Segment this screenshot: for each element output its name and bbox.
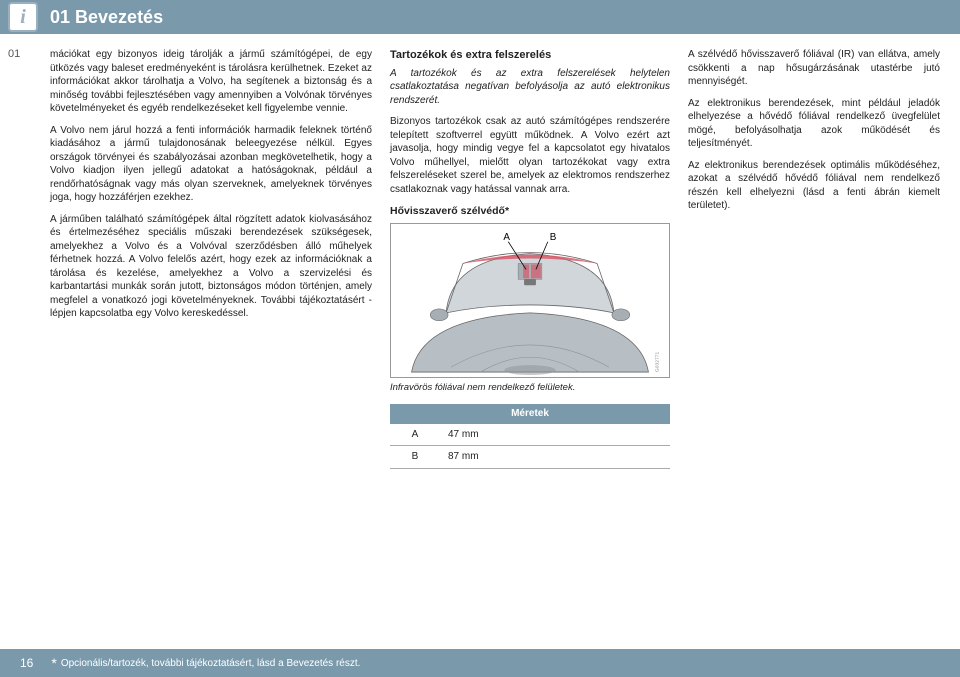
dimensions-header: Méretek [390,404,670,424]
dim-key: B [390,446,440,469]
paragraph: Az elektronikus berendezések, mint példá… [688,97,940,151]
page-header: 01 Bevezetés [0,0,960,34]
chapter-number: 01 [8,48,20,60]
footer-note: Opcionális/tartozék, további tájékoztatá… [61,658,361,669]
paragraph: A Volvo nem járul hozzá a fenti informác… [50,124,372,205]
asterisk-icon: * [51,655,56,671]
car-illustration: A B G032771 [391,224,669,377]
header-title: 01 Bevezetés [50,7,163,28]
dimensions-table: A 47 mm B 87 mm [390,424,670,469]
table-row: A 47 mm [390,424,670,446]
page-footer: 16 * Opcionális/tartozék, további tájéko… [0,649,960,677]
windshield-figure: A B G032771 [390,223,670,378]
page-number: 16 [20,656,33,670]
svg-text:G032771: G032771 [654,351,660,372]
figure-caption: Infravörös fóliával nem rendelkező felül… [390,382,670,395]
column-1: mációkat egy bizonyos ideig tárolják a j… [50,48,372,469]
svg-text:A: A [503,231,510,242]
section-heading: Tartozékok és extra felszerelés [390,48,670,63]
dim-val: 47 mm [440,424,670,446]
paragraph: Az elektronikus berendezések optimális m… [688,159,940,213]
paragraph: A szélvédő hővisszaverő fóliával (IR) va… [688,48,940,89]
column-2: Tartozékok és extra felszerelés A tartoz… [390,48,670,469]
paragraph: Bizonyos tartozékok csak az autó számító… [390,115,670,196]
dim-val: 87 mm [440,446,670,469]
paragraph: A tartozékok és az extra felszerelések h… [390,67,670,108]
info-icon: i [8,2,38,32]
svg-text:B: B [550,231,557,242]
dim-key: A [390,424,440,446]
paragraph: A járműben található számítógépek által … [50,213,372,321]
column-3: A szélvédő hővisszaverő fóliával (IR) va… [688,48,940,469]
paragraph: mációkat egy bizonyos ideig tárolják a j… [50,48,372,116]
table-row: B 87 mm [390,446,670,469]
subsection-heading: Hővisszaverő szélvédő* [390,204,670,218]
content-columns: mációkat egy bizonyos ideig tárolják a j… [0,34,960,469]
